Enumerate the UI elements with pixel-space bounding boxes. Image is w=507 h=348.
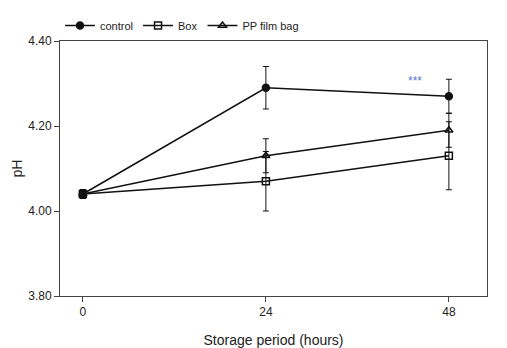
svg-text:pH: pH xyxy=(9,160,25,178)
svg-text:48: 48 xyxy=(442,305,456,319)
svg-text:4.00: 4.00 xyxy=(28,204,52,218)
svg-text:Storage period (hours): Storage period (hours) xyxy=(203,332,343,348)
svg-text:4.20: 4.20 xyxy=(28,119,52,133)
svg-text:4.40: 4.40 xyxy=(28,34,52,48)
svg-text:0: 0 xyxy=(80,305,87,319)
svg-text:24: 24 xyxy=(259,305,273,319)
svg-text:***: *** xyxy=(408,74,422,88)
svg-text:control: control xyxy=(100,20,133,32)
svg-text:3.80: 3.80 xyxy=(28,289,52,303)
svg-text:PP film bag: PP film bag xyxy=(242,20,298,32)
svg-text:Box: Box xyxy=(178,20,197,32)
